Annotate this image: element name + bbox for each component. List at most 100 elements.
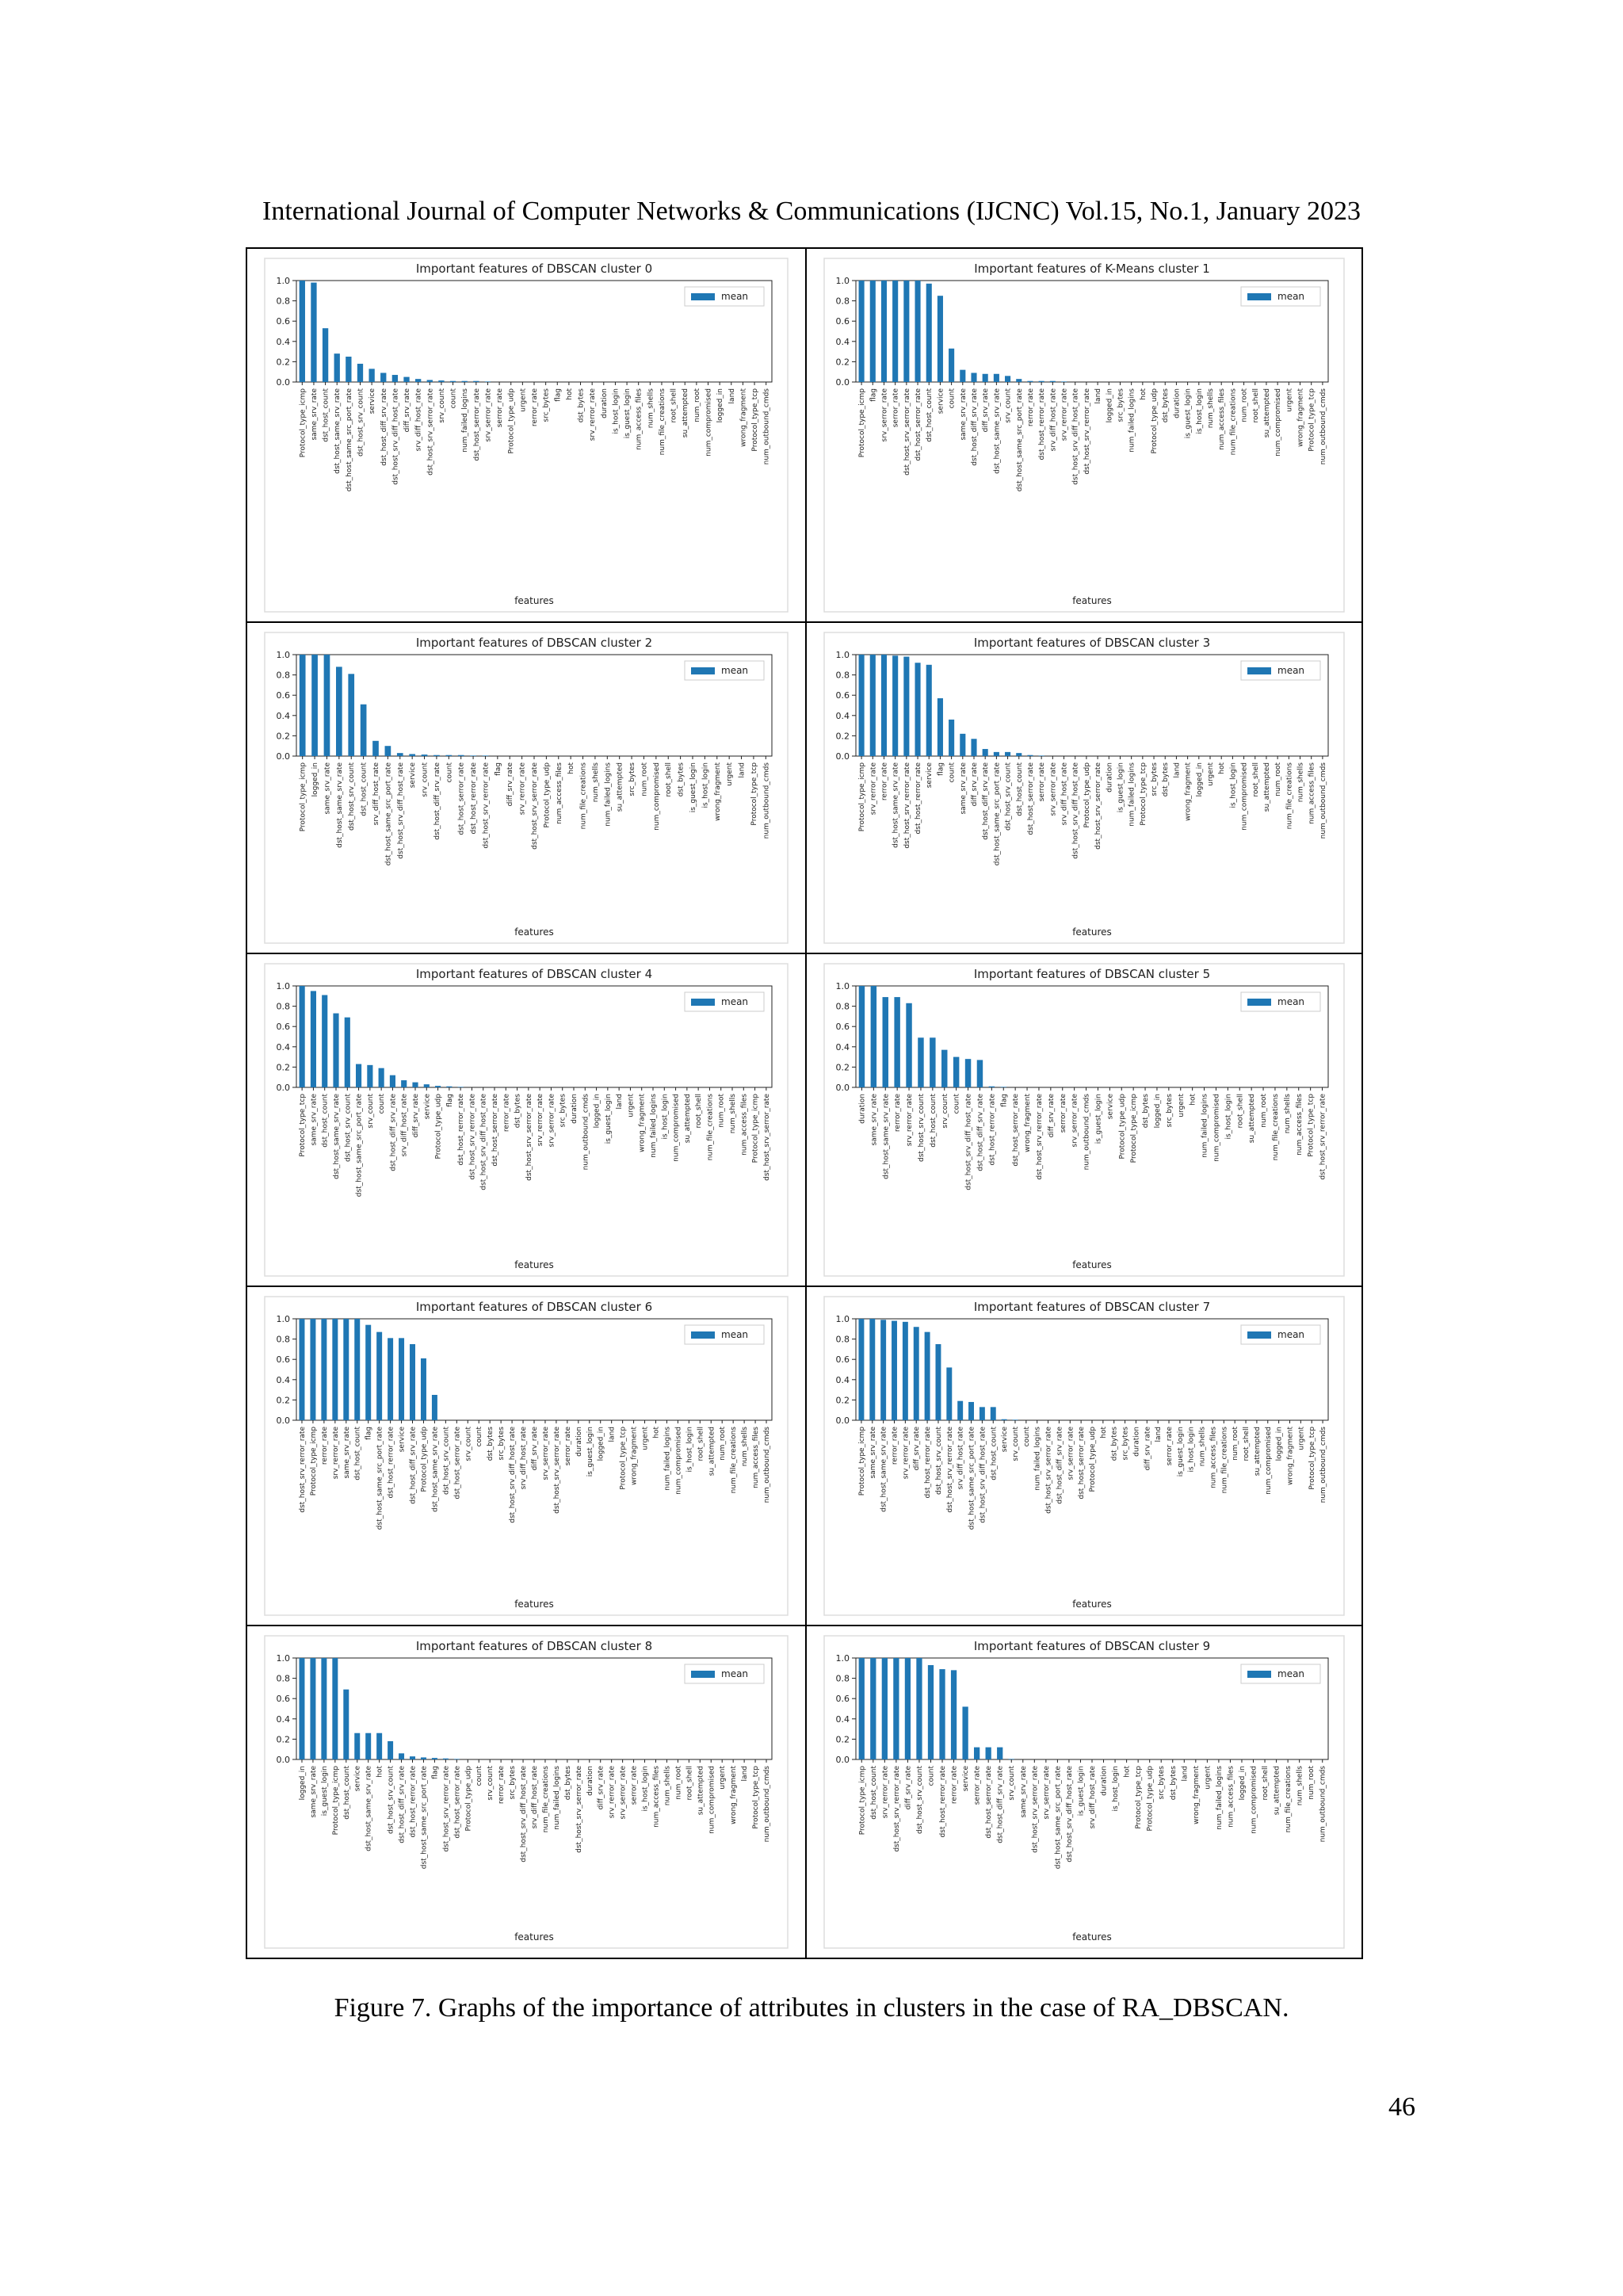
- x-tick-label: dst_bytes: [578, 388, 586, 423]
- x-tick-label: num_shells: [1297, 762, 1305, 803]
- x-tick-label: dst_host_diff_srv_rate: [399, 1766, 407, 1843]
- bar: [858, 655, 865, 756]
- legend-swatch: [1247, 1671, 1271, 1678]
- bar: [960, 369, 966, 382]
- chart-frame: [264, 1635, 789, 1949]
- y-tick-label: 0.8: [836, 296, 850, 307]
- x-tick-label: src_bytes: [1158, 1766, 1166, 1800]
- legend-swatch: [1247, 293, 1271, 300]
- x-tick-label: num_compromised: [1241, 762, 1249, 831]
- bar: [333, 1013, 339, 1087]
- x-tick-label: num_shells: [1296, 1766, 1304, 1806]
- x-tick-label: diff_srv_rate: [982, 388, 990, 433]
- bar: [396, 753, 403, 756]
- chart-title: Important features of DBSCAN cluster 0: [416, 262, 652, 276]
- x-tick-label: dst_host_count: [323, 388, 330, 442]
- x-tick-label: dst_host_serror_rate: [453, 1427, 461, 1499]
- x-axis-label: features: [514, 595, 554, 606]
- x-tick-label: urgent: [519, 388, 527, 412]
- bar: [445, 755, 453, 756]
- x-tick-label: flag: [554, 388, 562, 402]
- x-tick-label: serror_rate: [1166, 1427, 1174, 1466]
- plot-area: [855, 280, 1329, 383]
- x-tick-label: dst_bytes: [1162, 388, 1170, 423]
- bar: [904, 1658, 911, 1759]
- x-tick-label: srv_serror_rate: [542, 1427, 550, 1480]
- y-tick-label: 0.8: [836, 1674, 850, 1684]
- x-tick-label: num_shells: [729, 1094, 737, 1134]
- x-tick-label: Protocol_type_udp: [543, 762, 551, 828]
- x-tick-label: num_failed_logins: [1128, 388, 1136, 453]
- legend-label: mean: [721, 1329, 748, 1340]
- y-tick-label: 0.6: [277, 1022, 291, 1032]
- y-tick-label: 0.8: [836, 670, 850, 681]
- bar: [976, 1060, 983, 1087]
- bar: [982, 373, 988, 382]
- bar: [431, 1395, 437, 1420]
- x-tick-label: dst_host_same_src_port_rate: [346, 388, 353, 492]
- x-tick-label: srv_diff_host_rate: [401, 1094, 409, 1157]
- x-tick-label: dst_host_srv_count: [1005, 762, 1013, 831]
- x-tick-label: num_file_creations: [1229, 388, 1237, 456]
- x-tick-label: root_shell: [1243, 1427, 1251, 1461]
- x-tick-label: dst_host_serror_rate: [915, 388, 922, 461]
- x-tick-label: num_access_files: [1308, 762, 1316, 824]
- bar: [962, 1706, 968, 1759]
- x-tick-label: dst_host_serror_rate: [1078, 1427, 1086, 1499]
- x-tick-label: dst_host_srv_diff_host_rate: [397, 762, 405, 859]
- x-tick-label: dst_host_srv_serror_rate: [575, 1766, 583, 1853]
- x-tick-label: dst_host_same_src_port_rate: [993, 762, 1001, 866]
- x-tick-label: dst_host_rerror_rate: [470, 762, 478, 835]
- x-tick-label: srv_serror_rate: [484, 388, 492, 442]
- bar: [420, 1757, 426, 1759]
- bar: [902, 1321, 908, 1420]
- y-tick-label: 0.2: [836, 357, 850, 367]
- x-tick-label: dst_host_srv_diff_host_rate: [1072, 762, 1080, 859]
- y-tick-label: 0.8: [277, 296, 291, 307]
- legend-swatch: [691, 293, 715, 300]
- x-tick-label: dst_host_same_srv_rate: [993, 388, 1001, 474]
- x-tick-label: dst_host_same_src_port_rate: [1054, 1766, 1062, 1870]
- x-tick-label: num_file_creations: [1285, 762, 1293, 830]
- x-tick-label: diff_srv_rate: [531, 1427, 539, 1471]
- x-tick-label: Protocol_type_udp: [1147, 1766, 1155, 1832]
- x-tick-label: wrong_fragment: [639, 1094, 647, 1152]
- x-tick-label: dst_host_same_srv_rate: [882, 1094, 890, 1179]
- x-tick-label: rerror_rate: [951, 1766, 959, 1805]
- bar: [946, 1367, 953, 1420]
- grid-divider-row-2: [247, 953, 1361, 954]
- bar: [380, 372, 387, 382]
- x-tick-label: su_attempted: [682, 388, 689, 437]
- bar: [354, 1319, 361, 1420]
- x-tick-label: diff_srv_rate: [1144, 1427, 1151, 1471]
- chart-title: Important features of DBSCAN cluster 4: [416, 967, 652, 981]
- x-tick-label: srv_count: [367, 1094, 375, 1129]
- x-tick-label: is_host_login: [701, 762, 709, 808]
- x-tick-label: diff_srv_rate: [904, 1766, 912, 1810]
- x-tick-label: dst_bytes: [564, 1766, 572, 1801]
- y-tick-label: 0.0: [836, 751, 850, 762]
- y-tick-label: 0.2: [277, 731, 291, 741]
- x-tick-label: srv_count: [422, 762, 430, 797]
- x-tick-label: srv_count: [464, 1427, 472, 1461]
- x-tick-label: is_host_login: [685, 1427, 693, 1473]
- x-tick-label: root_shell: [1262, 1766, 1270, 1800]
- chart-title: Important features of DBSCAN cluster 3: [974, 636, 1210, 650]
- x-tick-label: dst_host_serror_rate: [1027, 762, 1035, 835]
- x-tick-label: Protocol_type_icmp: [332, 1766, 340, 1836]
- x-tick-label: rerror_rate: [531, 388, 539, 427]
- x-tick-label: dst_host_diff_srv_rate: [433, 762, 441, 840]
- x-tick-label: duration: [586, 1766, 594, 1796]
- x-tick-label: same_srv_rate: [960, 388, 968, 441]
- bar: [321, 1658, 327, 1759]
- x-tick-label: num_access_files: [636, 388, 643, 450]
- bar: [949, 719, 955, 756]
- x-tick-label: src_bytes: [509, 1766, 517, 1800]
- chart-cluster-8: Important features of DBSCAN cluster 8 0.…: [247, 1626, 805, 1958]
- x-tick-label: is_host_login: [1229, 762, 1237, 808]
- x-tick-label: num_root: [719, 1427, 727, 1461]
- x-tick-label: dst_host_srv_serror_rate: [1045, 1427, 1053, 1514]
- x-axis-label: features: [1072, 926, 1112, 938]
- y-tick-label: 1.0: [836, 1653, 850, 1664]
- bar: [957, 1400, 964, 1420]
